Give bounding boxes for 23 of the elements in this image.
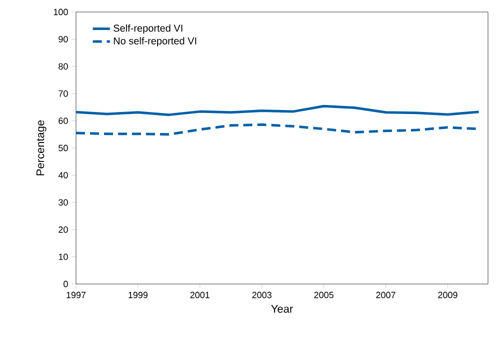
x-tick-label: 2005 <box>314 292 334 298</box>
x-tick-label: 2001 <box>190 292 210 298</box>
x-tick-label: 1997 <box>66 292 86 298</box>
y-tick-label: 0 <box>64 280 68 288</box>
legend-label: No self-reported VI <box>114 37 196 46</box>
y-tick-label: 60 <box>58 118 68 124</box>
y-tick-label: 50 <box>58 144 68 152</box>
legend-label: Self-reported VI <box>114 24 182 34</box>
y-tick-label: 90 <box>58 36 68 42</box>
x-tick-label: 2009 <box>438 292 458 298</box>
y-tick-label: 30 <box>58 199 68 206</box>
y-tick-label: 80 <box>58 63 68 70</box>
y-tick-label: 20 <box>58 226 68 233</box>
y-tick-label: 40 <box>58 172 68 178</box>
y-axis-title: Percentage <box>36 120 46 176</box>
y-tick-label: 100 <box>54 8 68 16</box>
x-tick-label: 2007 <box>376 292 396 298</box>
line-series <box>76 104 480 116</box>
x-tick-label: 1999 <box>128 292 148 298</box>
y-tick-label: 10 <box>58 254 68 260</box>
x-axis-title: Year <box>271 305 293 313</box>
y-tick-label: 70 <box>58 90 68 97</box>
x-tick-label: 2003 <box>252 292 272 298</box>
